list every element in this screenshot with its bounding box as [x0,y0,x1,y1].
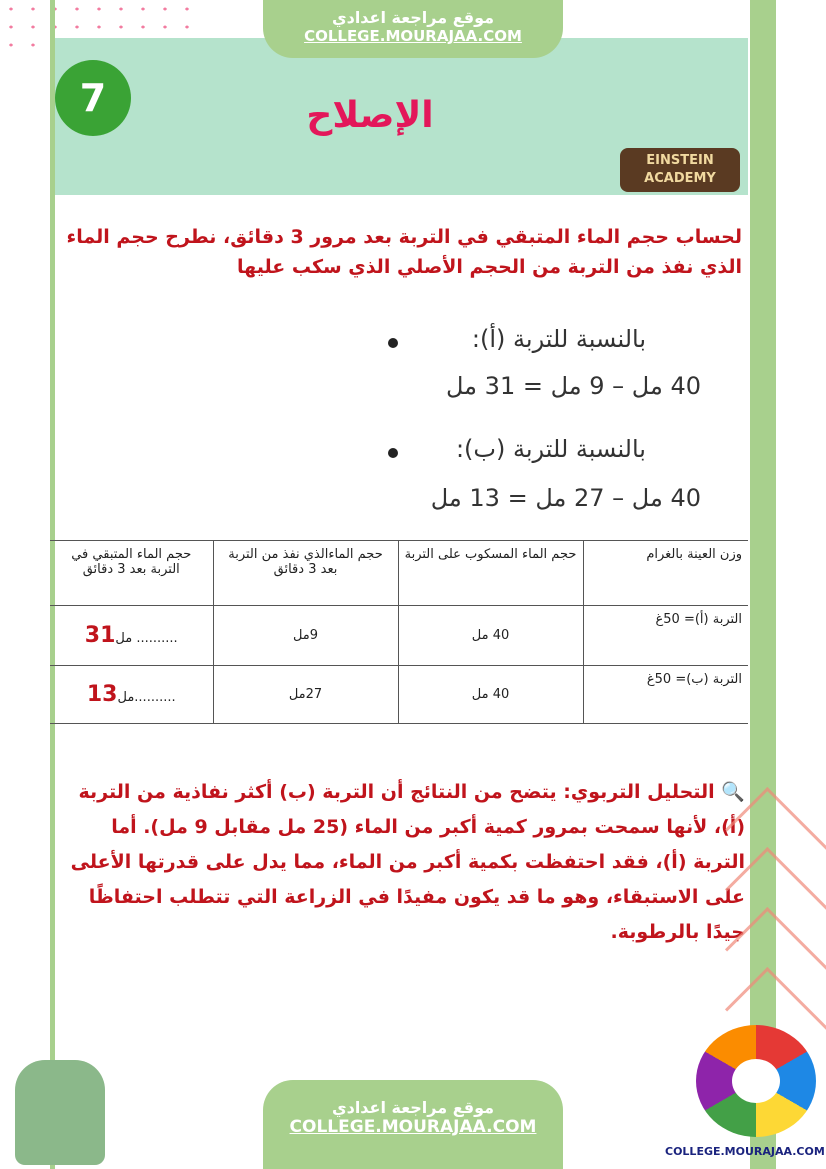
subjects-wheel-logo [696,1025,816,1137]
table-row: التربة (ب)= 50غ 40 مل 27مل ..........مل1… [50,665,748,724]
remaining-cell: .......... مل31 [50,605,214,666]
remaining-value: 31 [84,623,116,648]
results-table: وزن العينة بالغرام حجم الماء المسكوب على… [50,540,748,724]
poured-cell: 40 مل [397,665,584,724]
magnifier-icon: 🔍 [721,781,745,803]
analysis-text: 🔍 التحليل التربوي: يتضح من النتائج أن ال… [60,775,745,950]
site-url[interactable]: COLLEGE.MOURAJAA.COM [289,1117,537,1137]
header-cell: حجم الماء المسكوب على التربة [397,540,584,606]
header-cell: حجم الماءالذي نفذ من التربة بعد 3 دقائق [212,540,399,606]
remaining-cell: ..........مل13 [50,665,214,724]
top-site-banner[interactable]: موقع مراجعة اعدادي COLLEGE.MOURAJAA.COM [263,0,563,58]
bottom-site-banner[interactable]: موقع مراجعة اعدادي COLLEGE.MOURAJAA.COM [263,1080,563,1169]
analysis-body: التحليل التربوي: يتضح من النتائج أن التر… [70,781,745,943]
sample-cell: التربة (ب)= 50غ [582,665,748,724]
einstein-academy-logo: EINSTEIN ACADEMY [620,148,740,192]
remaining-unit: .......... مل [115,631,178,646]
right-border [750,0,776,1169]
table-row: التربة (أ)= 50غ 40 مل 9مل .......... مل3… [50,605,748,666]
exercise-number-badge: 7 [55,60,131,136]
header-cell: حجم الماء المتبقي في التربة بعد 3 دقائق [50,540,214,606]
remaining-value: 13 [86,682,118,707]
bullet-icon [388,338,398,348]
drained-cell: 9مل [212,605,399,666]
bullet-icon [388,448,398,458]
logo-line1: EINSTEIN [646,153,714,168]
header-cell: وزن العينة بالغرام [582,540,748,606]
sample-cell: التربة (أ)= 50غ [582,605,748,666]
site-url[interactable]: COLLEGE.MOURAJAA.COM [304,27,522,45]
drained-cell: 27مل [212,665,399,724]
intro-text: لحساب حجم الماء المتبقي في التربة بعد مر… [66,226,743,278]
bullet-label-b: بالنسبة للتربة (ب): [455,435,646,463]
logo-line2: ACADEMY [644,171,716,186]
backpack-icon [15,1060,105,1165]
logo-url[interactable]: COLLEGE.MOURAJAA.COM [665,1145,825,1158]
site-name: موقع مراجعة اعدادي [331,1098,495,1117]
table-header-row: وزن العينة بالغرام حجم الماء المسكوب على… [50,540,748,606]
formula-a: 40 مل – 9 مل = 31 مل [446,372,701,400]
bullet-label-a: بالنسبة للتربة (أ): [471,325,646,353]
formula-b: 40 مل – 27 مل = 13 مل [430,484,701,512]
remaining-unit: ..........مل [117,690,176,705]
poured-cell: 40 مل [397,605,584,666]
site-name: موقع مراجعة اعدادي [331,8,495,27]
page-title: الإصلاح [306,95,434,136]
